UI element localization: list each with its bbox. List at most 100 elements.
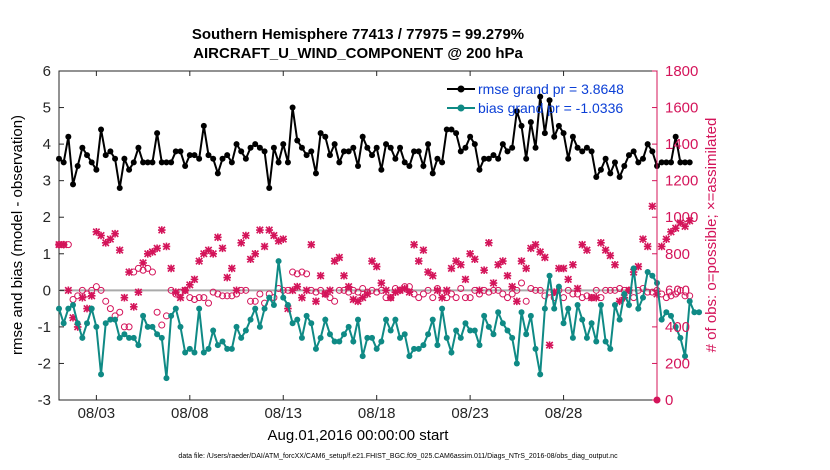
obs-assimilated-point (190, 275, 199, 284)
obs-assimilated-point (167, 264, 175, 273)
obs-assimilated-point (597, 239, 605, 247)
bias-point (490, 331, 497, 338)
bias-point (340, 331, 347, 338)
bias-point (88, 305, 95, 312)
obs-assimilated-point (372, 262, 381, 271)
bias-point (196, 305, 203, 312)
obs-possible-point (349, 286, 357, 294)
obs-possible-point (504, 294, 511, 302)
bias-point (163, 375, 170, 382)
obs-possible-point (429, 294, 437, 302)
obs-assimilated-point (531, 240, 540, 249)
bias-point (116, 334, 123, 341)
rmse-point (663, 159, 670, 166)
obs-possible-point (139, 266, 147, 274)
bias-point (555, 283, 562, 290)
rmse-point (411, 148, 418, 155)
rmse-point (317, 130, 324, 137)
obs-possible-point (106, 305, 114, 313)
obs-possible-point (354, 288, 362, 296)
bias-point (378, 338, 385, 345)
obs-assimilated-point (335, 253, 344, 262)
rmse-point (196, 155, 203, 162)
obs-assimilated-point (419, 246, 428, 254)
obs-assimilated-point (667, 228, 675, 236)
bias-point (154, 331, 161, 338)
rmse-point (322, 133, 329, 140)
obs-possible-point (97, 286, 105, 294)
obs-assimilated-point (78, 293, 87, 302)
bias-point (686, 298, 693, 305)
bias-point (289, 320, 296, 327)
rmse-point (177, 148, 184, 155)
rmse-point (401, 159, 408, 166)
bias-point (275, 258, 282, 265)
obs-assimilated-point (410, 240, 418, 249)
obs-assimilated-point (517, 257, 526, 265)
bias-point (467, 327, 474, 334)
bias-point (476, 342, 483, 349)
obs-assimilated-point (316, 271, 325, 280)
bias-point (513, 360, 520, 367)
rmse-point (574, 144, 581, 151)
rmse-point (182, 163, 189, 170)
rmse-point (607, 170, 614, 177)
obs-possible-point (602, 286, 610, 294)
bias-point (439, 305, 446, 312)
rmse-point (593, 174, 600, 181)
rmse-point (280, 141, 287, 148)
bias-point (266, 294, 273, 301)
obs-assimilated-point (405, 288, 414, 296)
obs-assimilated-point (466, 249, 474, 258)
rmse-point (355, 163, 361, 170)
rmse-point (308, 148, 315, 155)
rmse-point (373, 144, 380, 151)
left-tick-label: 3 (43, 173, 51, 190)
rmse-point (200, 122, 207, 129)
obs-assimilated-point (69, 313, 77, 322)
obs-possible-point (293, 270, 301, 278)
rmse-point (79, 144, 86, 151)
obs-possible-point (676, 286, 684, 294)
rmse-point (242, 155, 249, 162)
obs-assimilated-point (424, 268, 432, 276)
obs-assimilated-point (508, 282, 516, 291)
bias-point (65, 305, 72, 312)
rmse-point (102, 152, 109, 159)
obs-possible-point (205, 299, 212, 307)
bias-point (448, 349, 455, 356)
bias-point (102, 320, 109, 327)
obs-possible-point (134, 264, 142, 272)
obs-assimilated-point (83, 304, 91, 313)
obs-assimilated-point (246, 255, 255, 264)
right-tick-label: 400 (665, 319, 690, 336)
obs-possible-point (289, 268, 297, 276)
rmse-point (583, 144, 590, 151)
obs-possible-point (373, 288, 381, 296)
obs-possible-point (611, 286, 619, 294)
rmse-point (406, 163, 413, 170)
rmse-point (546, 97, 553, 104)
rmse-point (266, 184, 273, 191)
obs-assimilated-point (391, 288, 400, 296)
left-tick-label: -2 (38, 355, 51, 372)
rmse-point (121, 155, 128, 162)
obs-assimilated-point (503, 271, 512, 280)
obs-possible-point (461, 294, 469, 302)
bias-point (602, 338, 609, 345)
obs-assimilated-point (382, 286, 390, 295)
bias-point (130, 334, 137, 341)
rmse-point (168, 159, 175, 166)
left-axis-label: rmse and bias (model - observation) (9, 115, 26, 355)
rmse-point (205, 152, 212, 159)
bias-point (668, 312, 675, 319)
rmse-point (588, 148, 595, 155)
obs-possible-point (485, 288, 493, 296)
bias-point (541, 305, 548, 312)
obs-assimilated-point (97, 231, 105, 240)
obs-assimilated-point (256, 226, 264, 234)
obs-possible-point (527, 285, 535, 293)
rmse-point (252, 141, 259, 148)
bias-point (443, 334, 450, 341)
bias-point (621, 290, 628, 297)
